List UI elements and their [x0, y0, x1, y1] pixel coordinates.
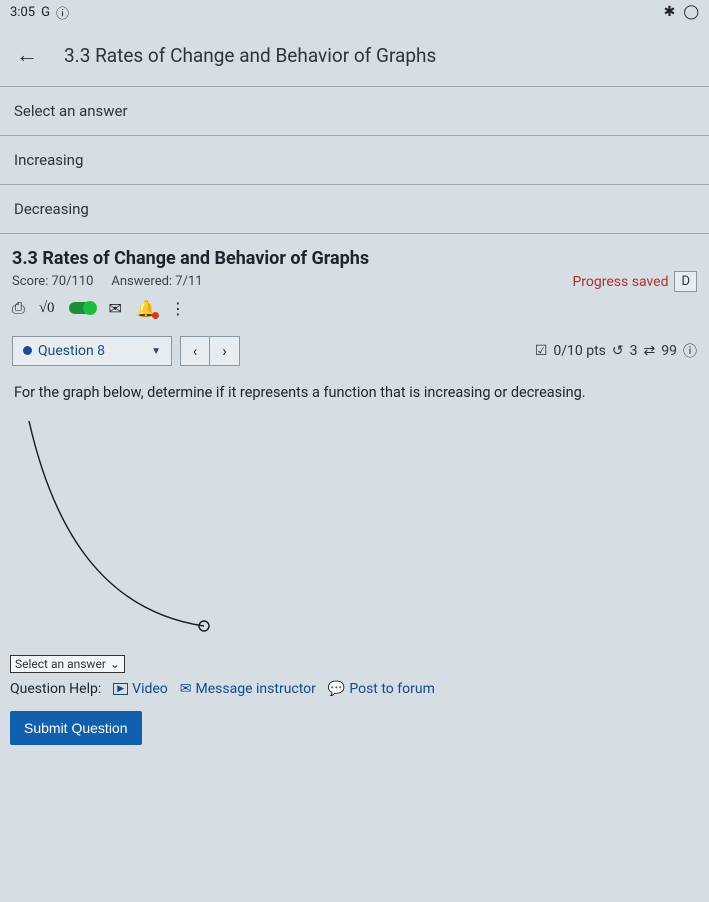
function-curve [29, 421, 204, 626]
help-message-link[interactable]: ✉ Message instructor [180, 681, 316, 697]
video-icon: ▶ [113, 683, 128, 695]
forum-icon: 💬 [328, 681, 345, 697]
mail-icon: ✉ [180, 681, 192, 697]
chevron-down-icon: ⌄ [110, 657, 120, 671]
function-graph [14, 411, 274, 641]
bluetooth-icon: ✱ [664, 4, 676, 20]
print-icon[interactable]: ⎙ [12, 298, 25, 318]
attempts-count: 99 [661, 343, 677, 359]
toolbar: ⎙ √0 ✉ 🔔 ⋮ [12, 298, 697, 318]
answer-select[interactable]: Select an answer ⌄ [10, 655, 125, 673]
score-label: Score: 70/110 [12, 274, 93, 289]
next-question-button[interactable]: › [210, 336, 240, 366]
question-prompt: For the graph below, determine if it rep… [0, 372, 709, 407]
retry-icon: ↺ [612, 343, 624, 359]
question-help-row: Question Help: ▶ Video ✉ Message instruc… [0, 673, 709, 707]
network-icon: G [41, 5, 50, 20]
question-label: Question 8 [38, 343, 105, 359]
help-video-label: Video [132, 681, 168, 697]
points-label: 0/10 pts [553, 343, 606, 359]
answer-prompt-row[interactable]: Select an answer [0, 87, 709, 136]
help-label: Question Help: [10, 681, 101, 697]
question-status-dot [23, 346, 32, 355]
status-time: 3:05 [10, 5, 35, 20]
more-icon[interactable]: ⋮ [170, 299, 186, 318]
notification-dot [152, 312, 159, 319]
status-bar: 3:05 G ⓘ ✱ ◯ [0, 0, 709, 24]
page-header: ← 3.3 Rates of Change and Behavior of Gr… [0, 24, 709, 86]
question-info-icon[interactable]: ⓘ [683, 341, 697, 361]
mail-icon[interactable]: ✉ [109, 299, 122, 318]
assignment-section: 3.3 Rates of Change and Behavior of Grap… [0, 234, 709, 326]
notifications-icon[interactable]: 🔔 [136, 299, 156, 318]
prev-question-button[interactable]: ‹ [180, 336, 210, 366]
answer-list: Select an answer Increasing Decreasing [0, 86, 709, 234]
submit-question-button[interactable]: Submit Question [10, 711, 142, 745]
info-icon: ⓘ [56, 3, 69, 22]
back-button[interactable]: ← [8, 38, 46, 72]
answer-option-increasing[interactable]: Increasing [0, 136, 709, 185]
help-forum-label: Post to forum [349, 681, 435, 697]
question-dropdown[interactable]: Question 8 ▼ [12, 336, 172, 366]
answer-select-label: Select an answer [15, 657, 106, 671]
progress-saved-label: Progress saved [572, 274, 668, 290]
graph-area [0, 407, 709, 649]
assignment-title: 3.3 Rates of Change and Behavior of Grap… [12, 248, 697, 269]
attempts-icon: ⇄ [644, 343, 656, 359]
page-title: 3.3 Rates of Change and Behavior of Grap… [64, 44, 436, 67]
help-message-label: Message instructor [196, 681, 316, 697]
chevron-down-icon: ▼ [151, 346, 161, 357]
answer-option-decreasing[interactable]: Decreasing [0, 185, 709, 234]
battery-icon: ◯ [683, 4, 699, 20]
toggle-switch[interactable] [69, 302, 95, 314]
equation-editor-icon[interactable]: √0 [39, 300, 55, 317]
help-forum-link[interactable]: 💬 Post to forum [328, 681, 435, 697]
done-button[interactable]: D [674, 271, 697, 292]
retry-count: 3 [630, 343, 638, 359]
help-video-link[interactable]: ▶ Video [113, 681, 168, 697]
answered-label: Answered: 7/11 [111, 274, 202, 289]
check-icon: ☑ [535, 343, 548, 359]
question-bar: Question 8 ▼ ‹ › ☑ 0/10 pts ↺ 3 ⇄ 99 ⓘ [0, 326, 709, 372]
